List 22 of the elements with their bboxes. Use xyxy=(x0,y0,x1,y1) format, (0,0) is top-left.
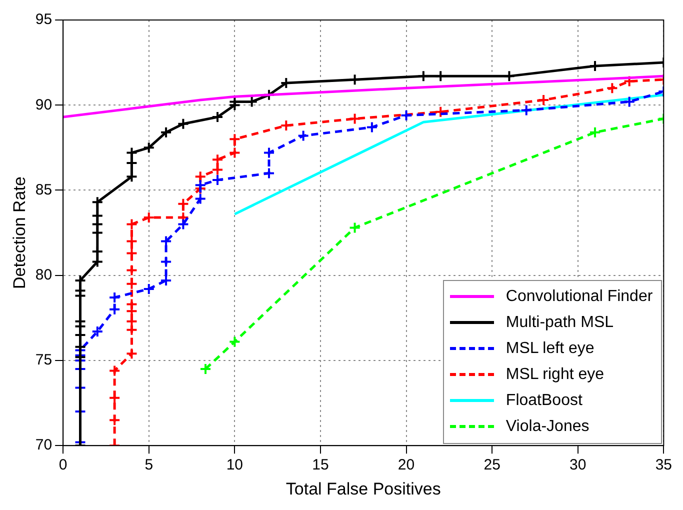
x-axis-title: Total False Positives xyxy=(286,479,441,498)
x-tick-label: 5 xyxy=(144,456,154,474)
legend-label: MSL left eye xyxy=(506,340,594,358)
y-tick-label: 85 xyxy=(35,181,52,198)
legend-label: FloatBoost xyxy=(506,392,582,410)
y-tick-label: 75 xyxy=(35,352,52,369)
legend-label: Viola-Jones xyxy=(506,418,590,436)
x-tick-label: 35 xyxy=(655,456,672,474)
y-tick-label: 70 xyxy=(35,436,52,454)
x-tick-label: 10 xyxy=(226,456,244,474)
x-tick-label: 25 xyxy=(484,456,500,474)
y-axis-title: Detection Rate xyxy=(10,176,29,290)
y-tick-label: 95 xyxy=(35,11,52,28)
legend-label: Multi-path MSL xyxy=(506,314,614,332)
x-tick-label: 20 xyxy=(398,456,415,474)
y-tick-label: 90 xyxy=(35,96,52,114)
legend-label: MSL right eye xyxy=(506,366,604,384)
y-tick-label: 80 xyxy=(35,266,52,284)
x-tick-label: 15 xyxy=(312,456,329,474)
legend-label: Convolutional Finder xyxy=(506,288,653,306)
x-tick-label: 30 xyxy=(570,456,586,474)
x-tick-label: 0 xyxy=(58,456,68,474)
